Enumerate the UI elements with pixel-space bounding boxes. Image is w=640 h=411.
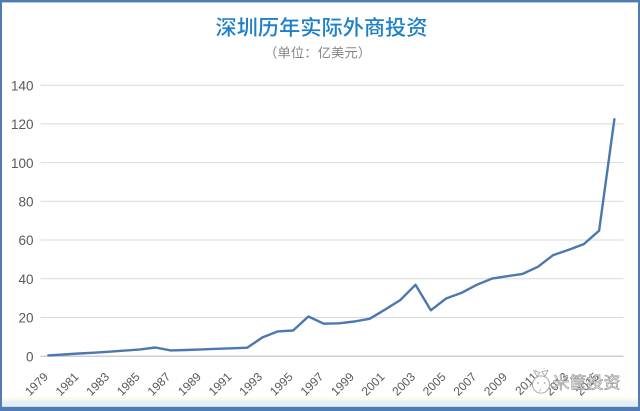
svg-text:140: 140 <box>11 78 34 93</box>
svg-text:0: 0 <box>26 349 34 364</box>
svg-text:120: 120 <box>11 117 34 132</box>
svg-text:80: 80 <box>18 195 33 210</box>
svg-text:20: 20 <box>18 311 33 326</box>
svg-text:40: 40 <box>18 272 33 287</box>
svg-text:60: 60 <box>18 233 33 248</box>
svg-text:100: 100 <box>11 156 34 171</box>
